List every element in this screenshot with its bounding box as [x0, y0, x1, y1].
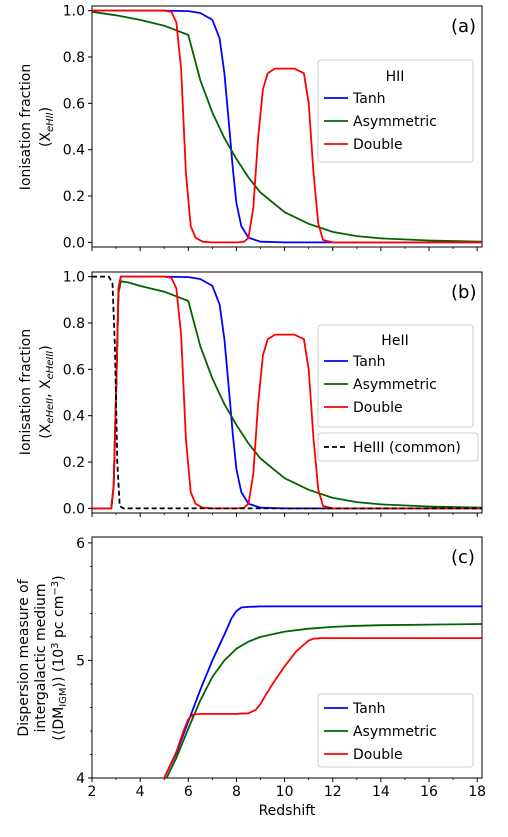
panel-b-legend-tanh: Tanh [352, 354, 386, 370]
x-axis-label: Redshift [259, 803, 316, 819]
panel-b-legend-heiii: HeIII (common) [353, 440, 461, 456]
panel-c-xtick-label: 8 [232, 784, 241, 800]
panel-c-legend-asym: Asymmetric [353, 724, 437, 740]
panel-a-frame [91, 5, 483, 248]
panel-b-legend-box [317, 324, 474, 428]
panel-a-letter: (a) [451, 16, 476, 37]
panel-a-ytick-label: 0.4 [63, 143, 85, 159]
panel-b-frame [91, 271, 483, 514]
panel-c-xtick-label: 4 [136, 784, 145, 800]
panel-a-ytick-label: 1.0 [63, 4, 85, 20]
panel-c-xtick-label: 12 [324, 784, 342, 800]
panel-b: 0.0 0.2 0.4 0.6 0.8 1.0 (b) Ionisation fracti… [18, 270, 483, 517]
panel-b-legend: HeII Tanh Asymmetric Double [317, 324, 474, 428]
panel-b-legend-double: Double [353, 400, 403, 416]
panel-a-ylabel-line2: (XeHII) [38, 107, 56, 147]
panel-c-ytick-label: 4 [76, 771, 85, 787]
panel-c-xtick-label: 6 [184, 784, 193, 800]
panel-c-ylabel: Dispersion measure of intergalactic medi… [16, 575, 69, 740]
panel-c-ytick-label: 6 [76, 536, 85, 552]
panel-b-series-heiii-line [92, 275, 482, 510]
panel-b-ylabel-line1: Ionisation fraction [18, 329, 34, 455]
panel-a-legend-double: Double [353, 137, 403, 153]
panel-c-xtick-label: 16 [420, 784, 438, 800]
panel-a: 0.0 0.2 0.4 0.6 0.8 1.0 (a) Ionisation fracti… [18, 4, 483, 251]
panel-a-legend-asym: Asymmetric [353, 114, 437, 130]
panel-c-xtick-label: 14 [372, 784, 390, 800]
panel-b-letter: (b) [451, 282, 476, 303]
panel-b-ytick-label: 0.6 [63, 362, 85, 378]
panel-c-ylabel-line2: intergalactic medium [33, 583, 49, 732]
panel-b-legend2: HeIII (common) [317, 432, 479, 462]
panel-c-xtick-label: 18 [468, 784, 486, 800]
panel-c-ylabel-line3: (⟨DMIGM⟩) (103 pc cm−3) [50, 575, 69, 740]
panel-b-ytick-label: 1.0 [63, 270, 85, 286]
panel-b-ytick-label: 0.8 [63, 316, 85, 332]
panel-b-legend2-box [317, 432, 479, 462]
panel-c: 456 2 4 6 8 10 12 14 16 18 (c) Dispersion measur… [16, 536, 486, 800]
panel-c-ytick-label: 5 [76, 653, 85, 669]
panel-c-series-double-line [163, 637, 482, 778]
panel-c-letter: (c) [451, 547, 475, 568]
panel-b-legend-asym: Asymmetric [353, 377, 437, 393]
panel-c-legend: Tanh Asymmetric Double [317, 693, 474, 768]
panel-c-series-tanh-line [163, 605, 482, 778]
panel-a-legend-box [317, 59, 474, 163]
panel-b-ytick-label: 0.0 [63, 501, 85, 517]
panel-a-ytick-label: 0.8 [63, 50, 85, 66]
panel-c-legend-double: Double [353, 747, 403, 763]
panel-a-legend: HII Tanh Asymmetric Double [317, 59, 474, 163]
panel-b-legend-title: HeII [381, 333, 408, 349]
panel-a-legend-title: HII [386, 69, 405, 85]
panel-a-ytick-label: 0.6 [63, 96, 85, 112]
panel-c-xtick-label: 2 [88, 784, 97, 800]
panel-a-series-double-line [92, 9, 482, 244]
panel-a-legend-tanh: Tanh [352, 91, 386, 107]
panel-a-series-asymmetric-line [92, 10, 482, 243]
panel-c-legend-box [317, 693, 474, 768]
panel-b-ylabel-line2: (XeHeII, XeHeIII) [38, 345, 56, 438]
panel-a-ylabel-line1: Ionisation fraction [18, 64, 34, 190]
panel-c-ylabel-line1: Dispersion measure of [16, 578, 32, 736]
panel-b-ytick-label: 0.2 [63, 455, 85, 471]
panel-b-ylabel: Ionisation fraction (XeHeII, XeHeIII) [18, 329, 56, 455]
panel-a-ytick-label: 0.0 [63, 235, 85, 251]
panel-c-legend-tanh: Tanh [352, 701, 386, 717]
panel-a-ylabel: Ionisation fraction (XeHII) [18, 64, 56, 190]
panel-c-frame [91, 536, 483, 779]
panel-b-ytick-label: 0.4 [63, 409, 85, 425]
panel-c-xtick-label: 10 [276, 784, 294, 800]
panel-a-ytick-label: 0.2 [63, 189, 85, 205]
